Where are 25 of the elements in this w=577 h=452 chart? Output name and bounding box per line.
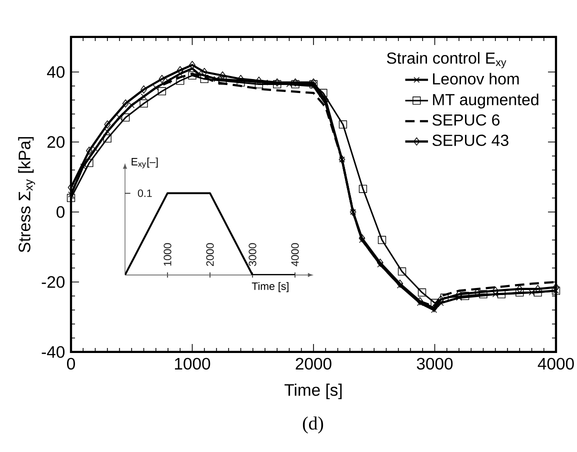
x-tick-label: 0 [67, 358, 75, 370]
x-axis-title: Time [s] [252, 282, 288, 292]
y-tick-label: 40 [47, 66, 65, 78]
x-tick-label: 1000 [164, 243, 172, 266]
x-axis-title: Time [s] [284, 384, 342, 400]
x-tick-label: 4000 [538, 358, 574, 370]
y-tick-label: 20 [47, 136, 65, 148]
annotation: 0.1 [138, 189, 152, 198]
legend-title: Strain control E$_{xy}$ [386, 52, 506, 68]
x-tick-label: 3000 [248, 243, 256, 266]
legend-label: MT augmented [433, 94, 538, 108]
x-tick-label: 2000 [206, 243, 214, 266]
y-tick-label: -20 [42, 276, 65, 288]
y-axis-title: Stress Σ$_{xy}$ [kPa] [18, 137, 36, 252]
legend-label: SEPUC 43 [432, 134, 508, 146]
x-tick-label: 1000 [174, 358, 210, 370]
legend-label: Leonov hom [433, 72, 519, 85]
x-tick-label: 4000 [291, 243, 299, 266]
y-tick-label: -40 [42, 346, 65, 358]
y-axis-title: E$_{xy}$[–] [132, 158, 158, 168]
legend-label: SEPUC 6 [432, 114, 500, 126]
x-tick-label: 2000 [296, 358, 332, 370]
x-tick-label: 3000 [416, 358, 453, 370]
y-tick-label: 0 [56, 206, 65, 218]
text: (d) [302, 416, 324, 434]
